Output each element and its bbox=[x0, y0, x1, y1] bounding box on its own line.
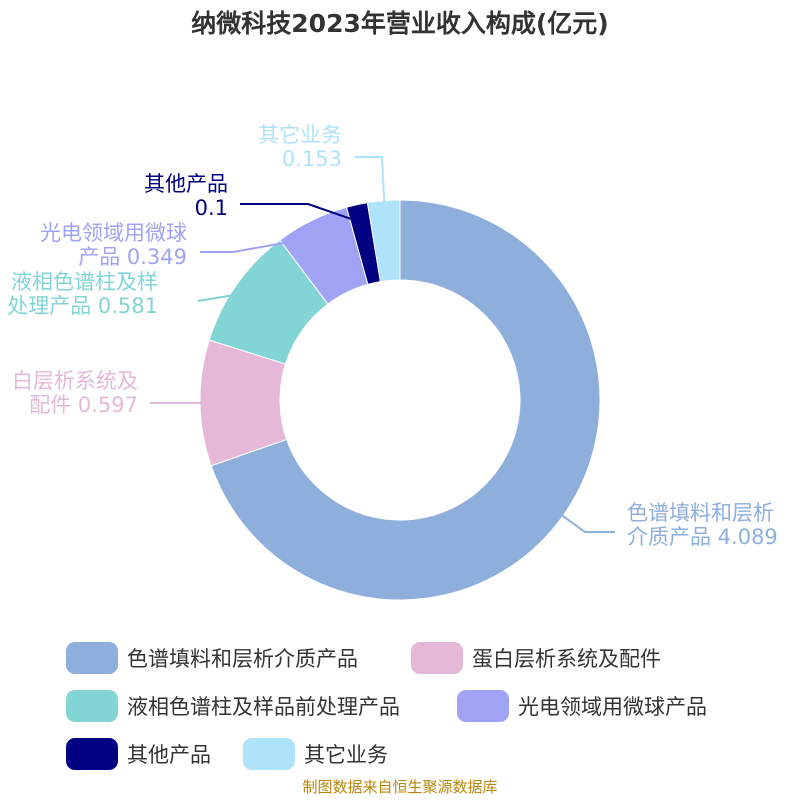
slice-label: 其他产品 0.1 bbox=[144, 172, 228, 220]
slice-label-line: 处理产品 0.581 bbox=[7, 294, 158, 318]
legend-swatch bbox=[457, 690, 509, 722]
slice-label-line: 0.153 bbox=[282, 147, 342, 171]
legend-label: 光电领域用微球产品 bbox=[518, 695, 707, 719]
legend-label: 蛋白层析系统及配件 bbox=[472, 647, 661, 671]
legend-swatch bbox=[66, 642, 118, 674]
legend-label: 液相色谱柱及样品前处理产品 bbox=[127, 695, 400, 719]
slice-label-line: 色谱填料和层析 bbox=[627, 501, 774, 525]
slice-label: 液相色谱柱及样处理产品 0.581 bbox=[7, 270, 158, 318]
slice-label: 其它业务 0.153 bbox=[258, 123, 342, 171]
slice-label: 白层析系统及配件 0.597 bbox=[12, 369, 138, 417]
pie-slice bbox=[210, 199, 601, 601]
leader-line bbox=[355, 156, 387, 219]
source-note: 制图数据来自恒生聚源数据库 bbox=[302, 778, 498, 796]
legend-label: 色谱填料和层析介质产品 bbox=[127, 647, 358, 671]
slice-label-line: 产品 0.349 bbox=[78, 245, 187, 269]
legend-swatch bbox=[411, 642, 463, 674]
legend-item: 蛋白层析系统及配件 bbox=[411, 640, 661, 676]
legend-item: 光电领域用微球产品 bbox=[457, 688, 707, 724]
leader-line bbox=[197, 293, 252, 302]
legend-label: 其他产品 bbox=[127, 743, 211, 767]
leader-line bbox=[200, 235, 320, 253]
leader-line bbox=[547, 504, 615, 533]
slice-label-line: 0.1 bbox=[195, 196, 228, 220]
slice-label-line: 其他产品 bbox=[144, 172, 228, 196]
leader-line bbox=[240, 203, 362, 224]
slice-label-line: 配件 0.597 bbox=[29, 393, 138, 417]
legend-swatch bbox=[243, 738, 295, 770]
legend-item: 其他产品 bbox=[66, 736, 211, 772]
slice-label-line: 光电领域用微球 bbox=[40, 221, 187, 245]
slice-label: 光电领域用微球产品 0.349 bbox=[40, 221, 187, 269]
legend-item: 其它业务 bbox=[243, 736, 388, 772]
slice-label-line: 介质产品 4.089 bbox=[627, 525, 778, 549]
slice-label-line: 白层析系统及 bbox=[12, 369, 138, 393]
legend-label: 其它业务 bbox=[304, 743, 388, 767]
pie-slice bbox=[366, 199, 401, 283]
legend-item: 色谱填料和层析介质产品 bbox=[66, 640, 358, 676]
chart-title: 纳微科技2023年营业收入构成(亿元) bbox=[191, 9, 609, 38]
slice-label-line: 液相色谱柱及样 bbox=[11, 270, 158, 294]
legend-item: 液相色谱柱及样品前处理产品 bbox=[66, 688, 400, 724]
legend-swatch bbox=[66, 690, 118, 722]
slice-label: 色谱填料和层析介质产品 4.089 bbox=[627, 501, 778, 549]
legend-swatch bbox=[66, 738, 118, 770]
slice-label-line: 其它业务 bbox=[258, 123, 342, 147]
